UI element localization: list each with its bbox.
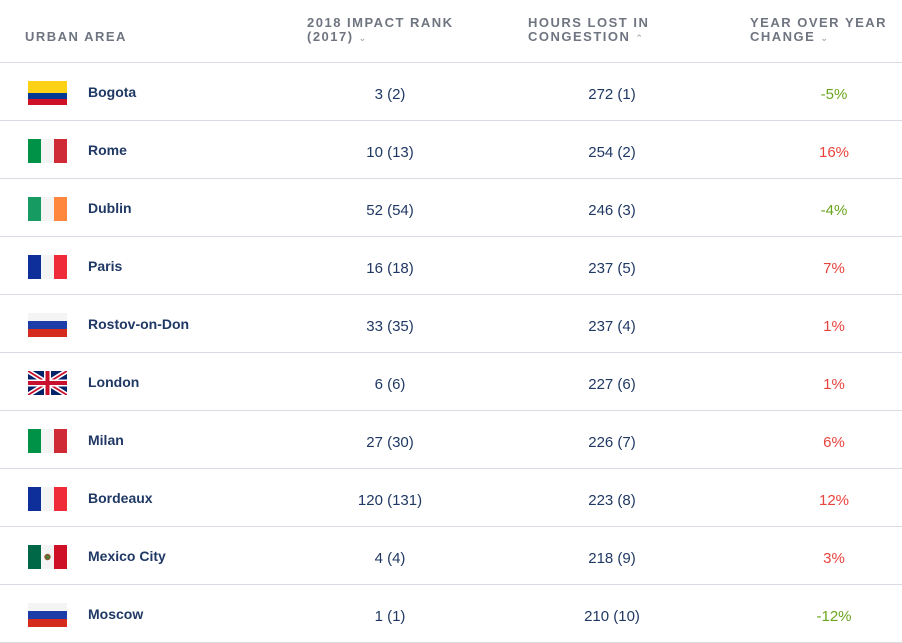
impact-rank-value: 16 (18) xyxy=(366,260,414,277)
year-over-year-change-value: 16% xyxy=(818,144,850,161)
france-flag-icon xyxy=(28,255,67,279)
city-name: Mexico City xyxy=(88,548,166,564)
impact-rank-value: 120 (131) xyxy=(357,492,423,509)
italy-flag-icon xyxy=(28,139,67,163)
table-row-paris: Paris 16 (18) 237 (5) 7% xyxy=(0,237,902,295)
year-over-year-change-value: 1% xyxy=(823,376,845,393)
mexico-flag-icon xyxy=(28,545,67,569)
column-header-label: YEAR OVER YEAR xyxy=(750,15,888,30)
city-name: Paris xyxy=(88,258,123,274)
column-header-label: HOURS LOST IN xyxy=(528,15,650,30)
chevron-down-icon: ⌄ xyxy=(820,32,828,43)
italy-flag-icon xyxy=(28,429,67,453)
hours-lost-value: 237 (5) xyxy=(588,260,636,277)
hours-lost-value: 246 (3) xyxy=(588,202,636,219)
year-over-year-change-value: 6% xyxy=(823,434,845,451)
year-over-year-change-value: 1% xyxy=(823,318,845,335)
city-name: Bogota xyxy=(88,84,137,100)
year-over-year-change-value: -5% xyxy=(820,86,848,103)
city-name: Rome xyxy=(88,142,127,158)
impact-rank-value: 1 (1) xyxy=(374,608,406,625)
france-flag-icon xyxy=(28,487,67,511)
table-row-rome: Rome 10 (13) 254 (2) 16% xyxy=(0,121,902,179)
hours-lost-value: 237 (4) xyxy=(588,318,636,335)
impact-rank-value: 3 (2) xyxy=(374,86,406,103)
column-header-label: URBAN AREA xyxy=(25,29,127,44)
impact-rank-value: 33 (35) xyxy=(366,318,414,335)
table-row-mexico-city: Mexico City 4 (4) 218 (9) 3% xyxy=(0,527,902,585)
hours-lost-value: 227 (6) xyxy=(588,376,636,393)
russia-flag-icon xyxy=(28,603,67,627)
column-header-label: 2018 IMPACT RANK xyxy=(307,15,454,30)
impact-rank-value: 27 (30) xyxy=(366,434,414,451)
impact-rank-value: 10 (13) xyxy=(366,144,414,161)
column-header-label: (2017) xyxy=(307,29,354,44)
city-name: Dublin xyxy=(88,200,132,216)
column-header-hours-lost[interactable]: HOURS LOST IN CONGESTION ⌃ xyxy=(528,16,649,45)
colombia-flag-icon xyxy=(28,81,67,105)
russia-flag-icon xyxy=(28,313,67,337)
table-row-bogota: Bogota 3 (2) 272 (1) -5% xyxy=(0,63,902,121)
column-header-urban-area[interactable]: URBAN AREA xyxy=(25,30,127,44)
chevron-up-icon: ⌃ xyxy=(635,32,643,43)
column-header-label: CONGESTION xyxy=(528,29,631,44)
impact-rank-value: 52 (54) xyxy=(366,202,414,219)
column-header-impact-rank[interactable]: 2018 IMPACT RANK (2017) ⌄ xyxy=(307,16,454,45)
hours-lost-value: 272 (1) xyxy=(588,86,636,103)
year-over-year-change-value: -12% xyxy=(816,608,852,625)
city-name: Rostov-on-Don xyxy=(88,316,190,332)
table-header: URBAN AREA 2018 IMPACT RANK (2017) ⌄ HOUR… xyxy=(0,0,902,63)
table-row-milan: Milan 27 (30) 226 (7) 6% xyxy=(0,411,902,469)
year-over-year-change-value: 7% xyxy=(823,260,845,277)
hours-lost-value: 254 (2) xyxy=(588,144,636,161)
impact-rank-value: 6 (6) xyxy=(374,376,406,393)
year-over-year-change-value: 3% xyxy=(823,550,845,567)
table-body: Bogota 3 (2) 272 (1) -5% Rome 10 (13) 25… xyxy=(0,63,902,643)
city-name: Moscow xyxy=(88,606,144,622)
ireland-flag-icon xyxy=(28,197,67,221)
hours-lost-value: 218 (9) xyxy=(588,550,636,567)
hours-lost-value: 223 (8) xyxy=(588,492,636,509)
column-header-label: CHANGE xyxy=(750,29,816,44)
year-over-year-change-value: 12% xyxy=(818,492,850,509)
column-header-year-over-year[interactable]: YEAR OVER YEAR CHANGE ⌄ xyxy=(750,16,887,45)
table-row-bordeaux: Bordeaux 120 (131) 223 (8) 12% xyxy=(0,469,902,527)
city-name: Milan xyxy=(88,432,124,448)
year-over-year-change-value: -4% xyxy=(820,202,848,219)
table-row-london: London 6 (6) 227 (6) 1% xyxy=(0,353,902,411)
hours-lost-value: 226 (7) xyxy=(588,434,636,451)
table-row-rostov-on-don: Rostov-on-Don 33 (35) 237 (4) 1% xyxy=(0,295,902,353)
table-row-dublin: Dublin 52 (54) 246 (3) -4% xyxy=(0,179,902,237)
hours-lost-value: 210 (10) xyxy=(584,608,640,625)
uk-flag-icon xyxy=(28,371,67,395)
impact-rank-value: 4 (4) xyxy=(374,550,406,567)
city-name: Bordeaux xyxy=(88,490,153,506)
table-row-moscow: Moscow 1 (1) 210 (10) -12% xyxy=(0,585,902,643)
city-name: London xyxy=(88,374,140,390)
chevron-down-icon: ⌄ xyxy=(358,32,367,43)
